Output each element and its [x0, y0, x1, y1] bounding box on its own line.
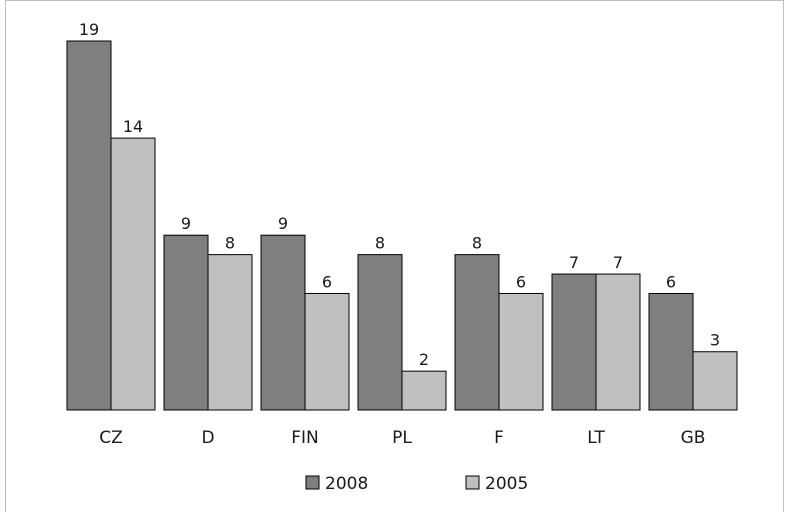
category-label-d: D	[201, 428, 214, 448]
legend-label-2008: 2008	[325, 474, 368, 494]
legend-swatch-2005	[465, 475, 480, 490]
bar-pl-2005	[401, 370, 447, 411]
bar-lt-2005	[595, 273, 641, 411]
bar-cz-2005	[110, 137, 156, 411]
value-label-gb-2005: 3	[710, 331, 720, 350]
bar-fin-2005	[304, 292, 350, 411]
value-label-lt-2008: 7	[569, 253, 579, 272]
category-label-cz: CZ	[99, 428, 123, 448]
value-label-f-2008: 8	[472, 234, 482, 253]
category-label-gb: GB	[681, 428, 706, 448]
value-label-lt-2005: 7	[613, 253, 623, 272]
category-label-pl: PL	[392, 428, 412, 448]
bar-d-2005	[207, 254, 253, 411]
value-labels-group: 19 14 9 8 9 6 8 2 8 6 7 7 6 3	[79, 20, 720, 369]
value-label-pl-2005: 2	[419, 350, 429, 369]
category-labels-group: CZ D FIN PL F LT GB	[99, 428, 705, 448]
value-label-gb-2008: 6	[666, 272, 676, 291]
bar-gb-2005	[692, 351, 738, 411]
bar-cz-2008	[66, 40, 112, 411]
category-label-lt: LT	[587, 428, 605, 448]
value-label-f-2005: 6	[516, 272, 526, 291]
value-label-fin-2005: 6	[322, 272, 332, 291]
bar-gb-2008	[648, 292, 694, 411]
category-label-f: F	[494, 428, 504, 448]
bar-pl-2008	[357, 254, 403, 411]
bars-group	[66, 40, 738, 411]
bar-fin-2008	[260, 234, 306, 411]
value-label-cz-2008: 19	[79, 20, 99, 39]
category-label-fin: FIN	[291, 428, 319, 448]
legend-swatch-2008	[305, 475, 320, 490]
bar-f-2008	[454, 254, 500, 411]
legend-label-2005: 2005	[485, 474, 528, 494]
bar-d-2008	[163, 234, 209, 411]
value-label-d-2005: 8	[225, 234, 235, 253]
bar-lt-2008	[551, 273, 597, 411]
value-label-d-2008: 9	[181, 214, 191, 233]
legend: 2008 2005	[305, 474, 528, 494]
value-label-pl-2008: 8	[375, 234, 385, 253]
value-label-fin-2008: 9	[278, 214, 288, 233]
chart-frame	[5, 0, 784, 512]
value-label-cz-2005: 14	[123, 117, 143, 136]
bar-f-2005	[498, 292, 544, 411]
